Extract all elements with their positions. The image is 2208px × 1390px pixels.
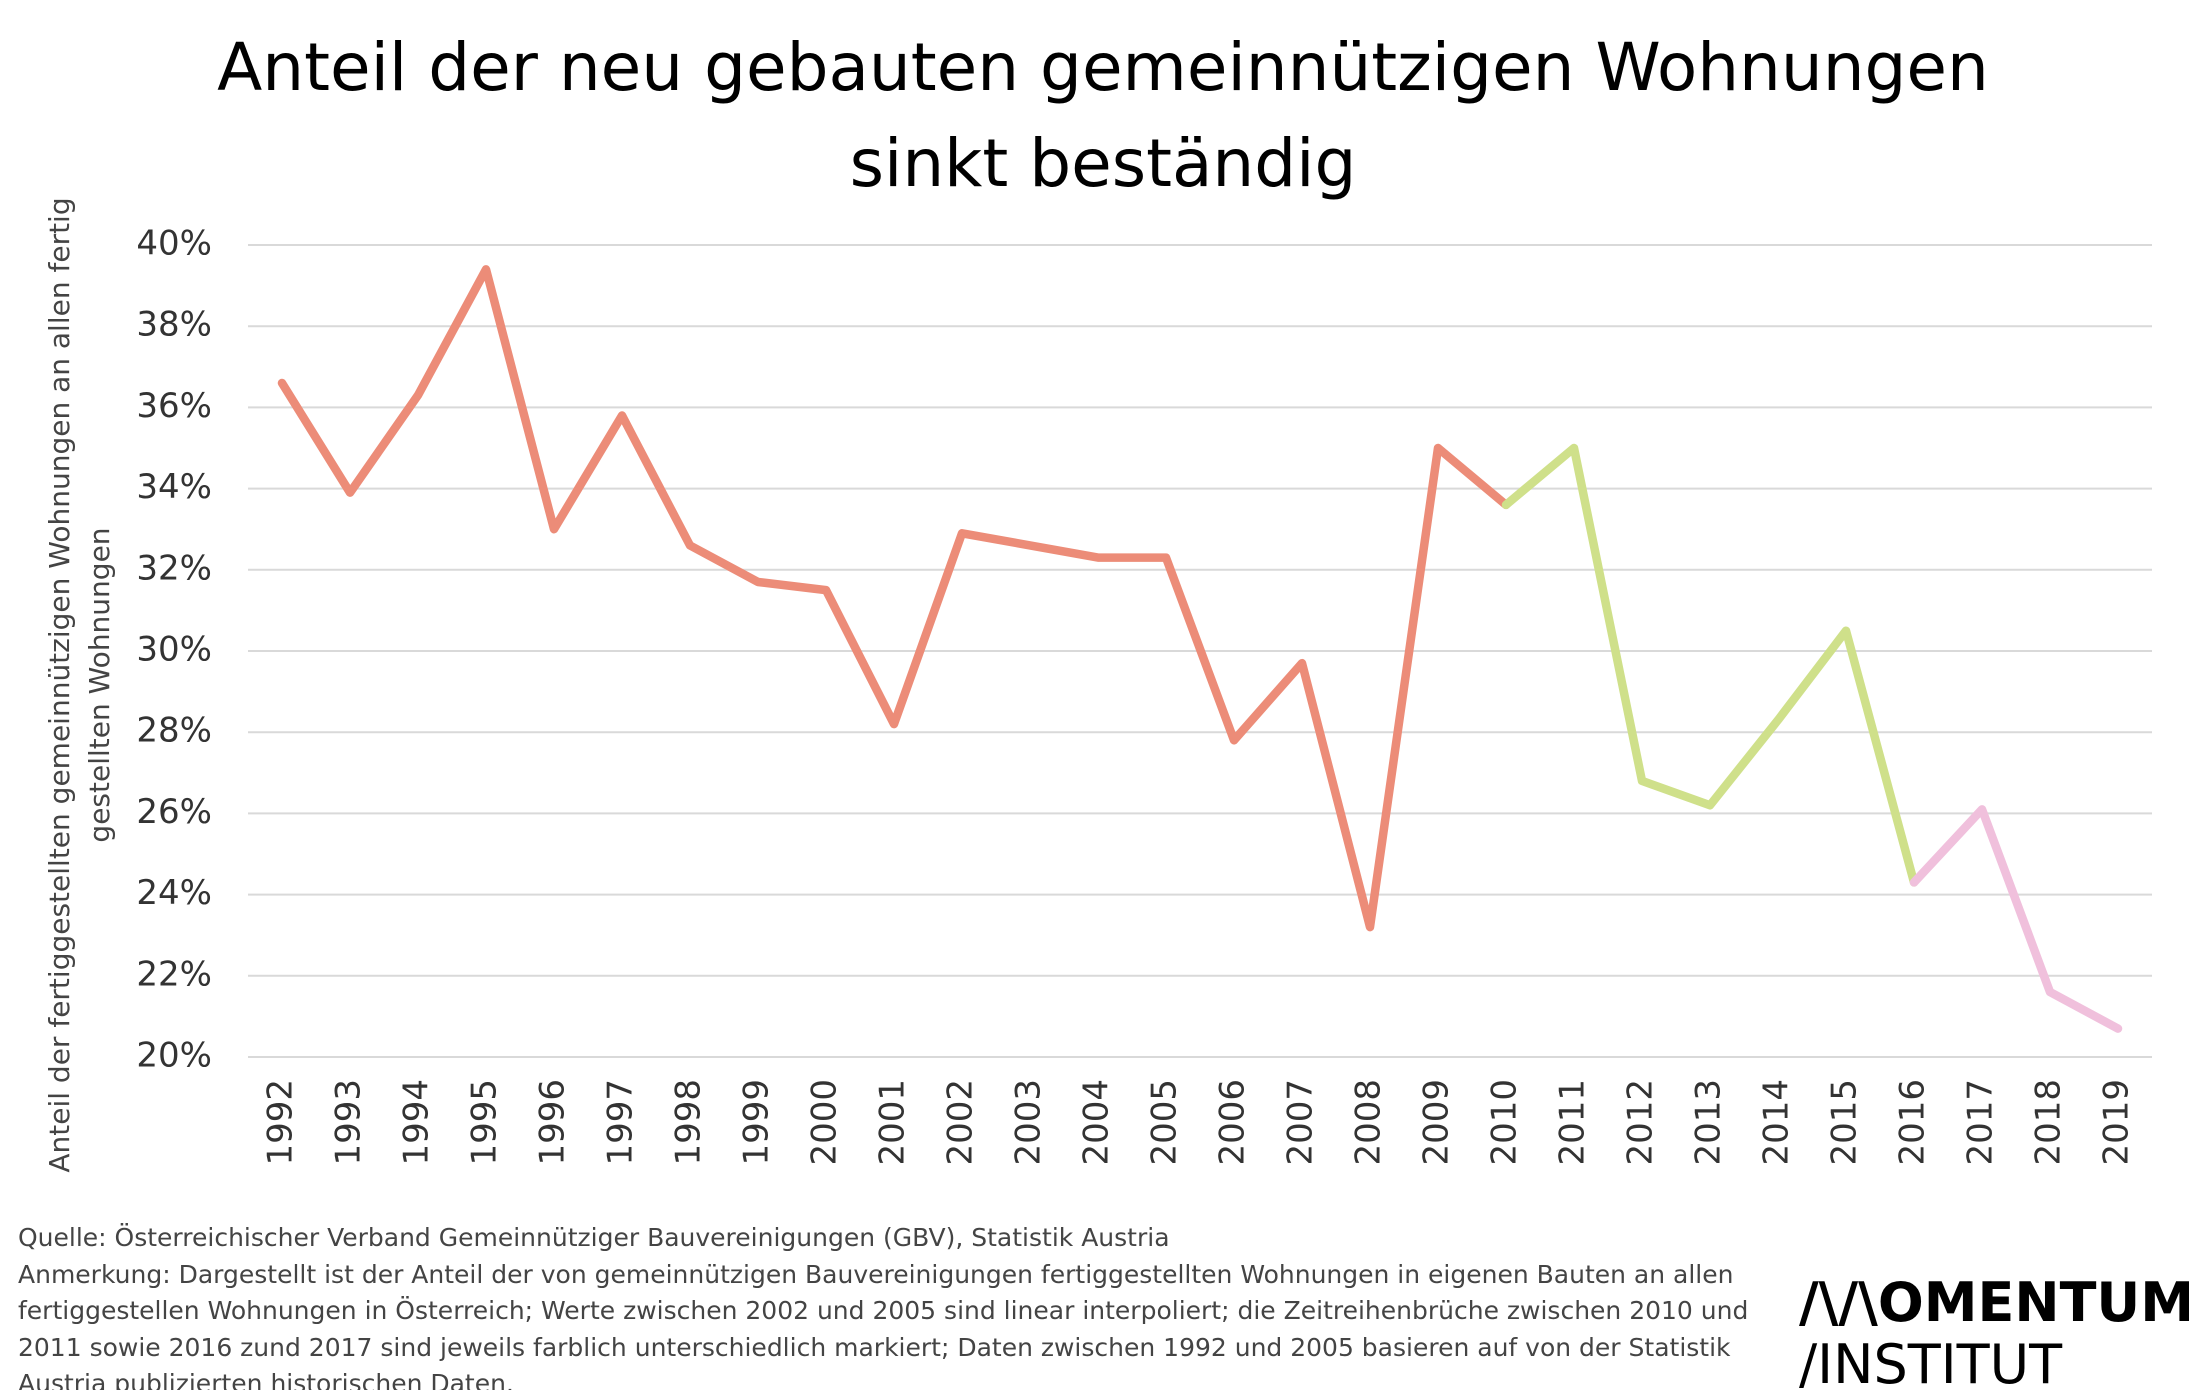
- y-tick-label: 28%: [136, 711, 212, 751]
- x-tick-label: 2011: [1553, 1079, 1593, 1166]
- y-tick-label: 40%: [136, 224, 212, 264]
- x-tick-label: 2002: [941, 1079, 981, 1166]
- x-tick-label: 1994: [397, 1079, 437, 1166]
- x-tick-label: 1996: [533, 1079, 573, 1166]
- x-tick-label: 1993: [329, 1079, 369, 1166]
- x-tick-label: 2014: [1757, 1079, 1797, 1166]
- x-tick-label: 2012: [1621, 1079, 1661, 1166]
- x-tick-label: 1995: [465, 1079, 505, 1166]
- x-tick-label: 1998: [669, 1079, 709, 1166]
- x-tick-label: 2005: [1145, 1079, 1185, 1166]
- x-tick-label: 2018: [2029, 1079, 2069, 1166]
- x-tick-label: 2010: [1485, 1079, 1525, 1166]
- y-tick-label: 38%: [136, 305, 212, 345]
- y-tick-label: 20%: [136, 1036, 212, 1076]
- x-tick-label: 2007: [1281, 1079, 1321, 1166]
- chart-title: Anteil der neu gebauten gemeinnützigen W…: [217, 29, 1989, 202]
- x-tick-label: 2013: [1689, 1079, 1729, 1166]
- x-tick-label: 1999: [737, 1079, 777, 1166]
- x-tick-label: 2016: [1893, 1079, 1933, 1166]
- x-tick-label: 1997: [601, 1079, 641, 1166]
- line-series: [1501, 443, 1919, 887]
- y-tick-label: 32%: [136, 548, 212, 588]
- y-axis-label: Anteil der fertiggestellten gemeinnützig…: [43, 197, 116, 1173]
- x-tick-label: 2004: [1077, 1079, 1117, 1166]
- x-tick-label: 2009: [1417, 1079, 1457, 1166]
- y-tick-label: 30%: [136, 630, 212, 670]
- x-tick-label: 2003: [1009, 1079, 1049, 1166]
- x-tick-label: 2017: [1961, 1079, 2001, 1166]
- y-tick-label: 36%: [136, 386, 212, 426]
- logo: /\/\OMENTUM /INSTITUT: [1799, 1272, 2194, 1390]
- y-tick-label: 22%: [136, 954, 212, 994]
- x-tick-label: 2019: [2097, 1079, 2137, 1166]
- y-tick-label: 34%: [136, 467, 212, 507]
- x-tick-label: 1992: [261, 1079, 301, 1166]
- y-tick-label: 26%: [136, 792, 212, 832]
- source: Quelle: Österreichischer Verband Gemeinn…: [18, 1223, 1170, 1252]
- y-tick-label: 24%: [136, 873, 212, 913]
- x-tick-label: 2001: [873, 1079, 913, 1166]
- logo-line: /\/\OMENTUM: [1798, 1271, 2194, 1334]
- logo-line: /INSTITUT: [1798, 1333, 2063, 1390]
- line-series: [1909, 805, 2123, 1033]
- x-tick-label: 2015: [1825, 1079, 1865, 1166]
- note: Anmerkung: Dargestellt ist der Anteil de…: [18, 1259, 1749, 1390]
- x-tick-label: 2006: [1213, 1079, 1253, 1166]
- x-tick-label: 2000: [805, 1079, 845, 1166]
- x-tick-label: 2008: [1349, 1079, 1389, 1166]
- footer: Quelle: Österreichischer Verband Gemeinn…: [18, 1220, 1808, 1390]
- line-series: [277, 265, 1511, 932]
